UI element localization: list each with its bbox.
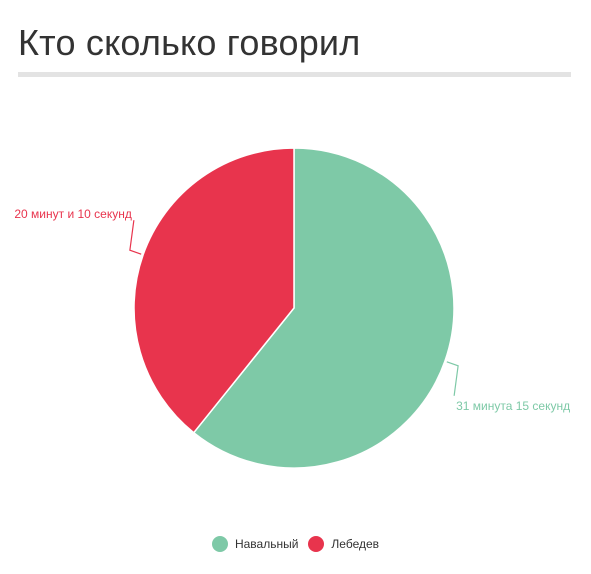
chart-title: Кто сколько говорил [18,22,361,63]
legend-swatch [308,536,325,552]
pie-slice [133,147,295,434]
title-divider [18,72,571,77]
leader-line [446,361,459,396]
pie-slice [192,147,455,469]
chart-legend: Навальный Лебедев [0,536,591,552]
legend-item: Навальный [211,536,299,552]
legend-item: Лебедев [308,536,379,552]
legend-swatch [211,536,228,552]
legend-label: Лебедев [331,537,380,551]
legend-label: Навальный [234,537,299,551]
slice-data-label: 20 минут и 10 секунд [14,207,132,221]
slice-data-label: 31 минута 15 секунд [456,399,570,413]
leader-line [129,220,142,255]
